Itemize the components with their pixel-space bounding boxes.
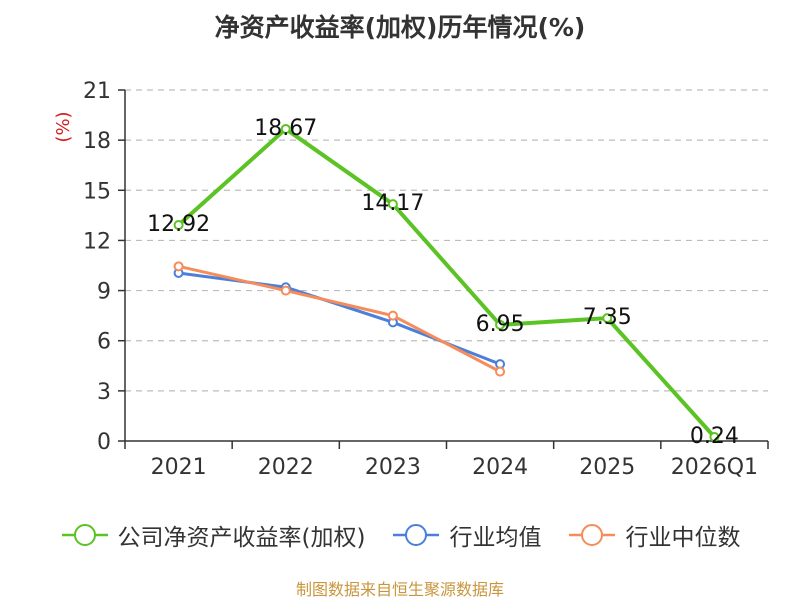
y-tick-label: 12 — [83, 229, 111, 254]
series-line — [178, 264, 501, 373]
legend-swatch-icon — [569, 524, 616, 546]
y-tick-label: 18 — [83, 129, 111, 154]
y-tick-label: 15 — [83, 179, 111, 204]
data-label: 18.67 — [254, 116, 317, 141]
legend-item[interactable]: 行业中位数 — [567, 518, 740, 552]
y-axis-label: (%) — [53, 111, 74, 142]
data-label: 0.24 — [690, 424, 739, 449]
legend: 公司净资产收益率(加权) 行业均值 行业中位数 — [0, 518, 800, 552]
series-group — [173, 123, 720, 442]
legend-swatch-icon — [61, 524, 108, 546]
x-tick-label: 2022 — [258, 455, 314, 480]
data-label: 14.17 — [361, 191, 424, 216]
x-tick-label: 2024 — [472, 455, 528, 480]
y-tick-label: 3 — [97, 380, 111, 405]
data-point — [173, 220, 184, 231]
data-point — [280, 123, 291, 134]
legend-swatch-marker — [581, 524, 604, 546]
x-tick-label: 2023 — [365, 455, 421, 480]
data-label: 7.35 — [583, 305, 632, 330]
chart-title: 净资产收益率(加权)历年情况(%) — [214, 13, 586, 42]
data-label: 12.92 — [147, 212, 210, 237]
source-footer: 制图数据来自恒生聚源数据库 — [295, 580, 504, 599]
x-tick-label: 2025 — [579, 455, 635, 480]
grid-lines — [125, 89, 768, 392]
legend-item[interactable]: 公司净资产收益率(加权) — [60, 518, 366, 552]
y-tick-label: 6 — [97, 330, 111, 355]
legend-swatch-icon — [393, 524, 440, 546]
data-point — [709, 431, 720, 442]
y-tick-label: 0 — [97, 430, 111, 455]
series-line — [177, 126, 716, 439]
data-point — [602, 313, 613, 324]
legend-swatch-marker — [405, 524, 428, 546]
data-point — [495, 319, 506, 330]
legend-label: 行业均值 — [449, 525, 542, 551]
legend-label: 公司净资产收益率(加权) — [117, 525, 366, 551]
data-point — [387, 310, 398, 321]
data-point — [280, 285, 291, 296]
data-labels: 12.92 18.67 14.17 6.95 7.35 0.24 — [147, 116, 739, 449]
y-tick-label: 9 — [97, 280, 111, 305]
data-point — [387, 199, 398, 210]
y-tick-label: 21 — [83, 79, 111, 104]
x-tick-label: 2026Q1 — [671, 455, 758, 480]
legend-swatch-marker — [73, 524, 96, 546]
legend-item[interactable]: 行业均值 — [391, 518, 541, 552]
data-point — [495, 366, 506, 377]
x-tick-label: 2021 — [151, 455, 207, 480]
data-label: 6.95 — [476, 312, 525, 337]
series-line — [178, 271, 501, 366]
axes: 0 3 6 9 12 15 18 21 (%) 2021 2022 2023 2024 2025 2026Q… — [53, 79, 769, 480]
data-point — [173, 261, 184, 272]
legend-label: 行业中位数 — [625, 525, 741, 551]
